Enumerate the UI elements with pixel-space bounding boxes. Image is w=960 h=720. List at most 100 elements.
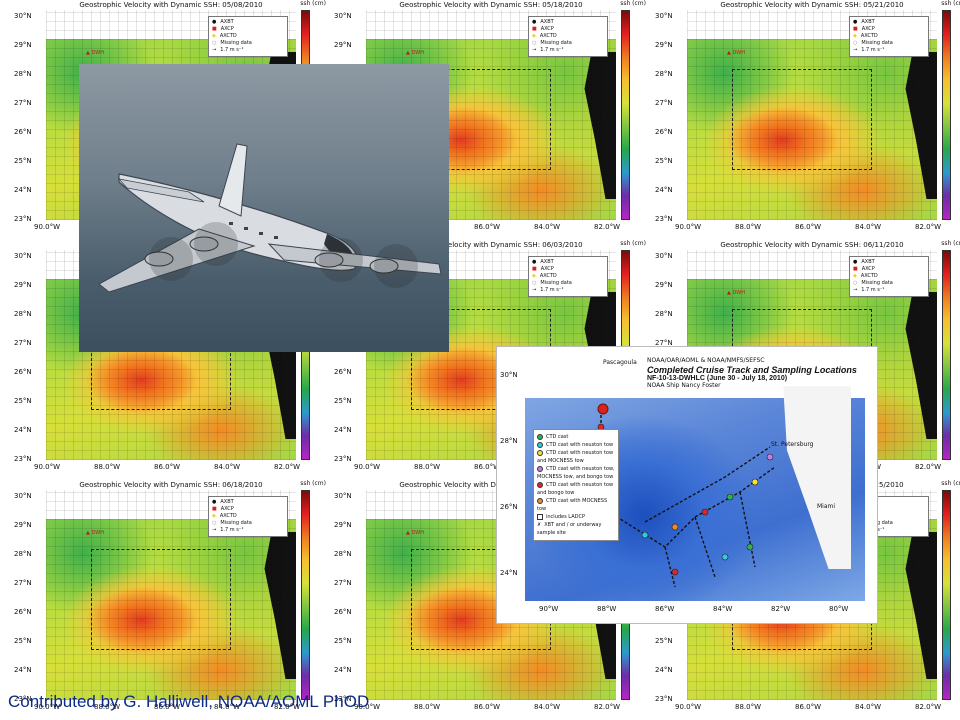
y-tick-label: 30°N	[334, 12, 352, 20]
dwh-site-label: ▲ DWH	[86, 530, 104, 536]
x-tick-label: 82.0°W	[915, 703, 942, 711]
cruise-id: NF-10-13-DWHLC (June 30 - July 18, 2010)	[647, 375, 788, 382]
y-tick-label: 25°N	[14, 397, 32, 405]
legend-entry: ■AXCP	[212, 506, 234, 512]
x-tick-label: 82.0°W	[915, 463, 942, 471]
x-tick-label: 90.0°W	[34, 463, 61, 471]
y-tick-label: 24°N	[655, 186, 673, 194]
cruise-y-tick: 30°N	[500, 371, 518, 379]
y-tick-label: 26°N	[14, 608, 32, 616]
legend-scale: →1.7 m s⁻¹	[212, 527, 244, 533]
x-tick-label: 90.0°W	[354, 703, 381, 711]
x-tick-label: 82.0°W	[274, 463, 301, 471]
florida-land	[905, 532, 937, 679]
colorbar-label: ssh (cm)	[620, 0, 646, 7]
ssh-colorbar	[301, 490, 310, 700]
y-tick-label: 25°N	[334, 397, 352, 405]
y-tick-label: 28°N	[334, 550, 352, 558]
y-tick-label: 24°N	[334, 426, 352, 434]
y-tick-label: 30°N	[655, 252, 673, 260]
y-tick-label: 26°N	[655, 128, 673, 136]
x-tick-label: 88.0°W	[735, 223, 762, 231]
y-tick-label: 30°N	[14, 492, 32, 500]
x-tick-label: 86.0°W	[795, 223, 822, 231]
cruise-legend-entry: CTD cast with neuston tow	[537, 441, 615, 449]
dwh-site-label: ▲ DWH	[727, 50, 745, 56]
x-tick-label: 86.0°W	[474, 463, 501, 471]
legend-entry: ◆AXCTD	[853, 33, 878, 39]
cruise-x-tick: 88°W	[597, 605, 617, 613]
cruise-ship: NOAA Ship Nancy Foster	[647, 382, 721, 389]
cruise-legend-entry: CTD cast with neuston tow and bongo tow	[537, 481, 614, 496]
legend-entry: ●AXBT	[532, 259, 554, 265]
legend-entry: ●AXBT	[853, 19, 875, 25]
p3-aircraft-image	[98, 143, 442, 293]
x-tick-label: 82.0°W	[594, 703, 621, 711]
x-tick-label: 84.0°W	[855, 223, 882, 231]
aircraft-photo	[79, 64, 449, 352]
legend-entry: ◆AXCTD	[212, 513, 237, 519]
legend-entry: ◆AXCTD	[532, 273, 557, 279]
y-tick-label: 24°N	[14, 186, 32, 194]
survey-track	[732, 68, 872, 170]
place-st-petersburg: St. Petersburg	[771, 441, 814, 448]
y-tick-label: 28°N	[14, 550, 32, 558]
cruise-track-map: Pascagoula St. Petersburg Miami NOAA/OAR…	[496, 346, 878, 624]
panel-title: Geostrophic Velocity with Dynamic SSH: 0…	[79, 481, 263, 489]
panel-title: Geostrophic Velocity with Dynamic SSH: 0…	[399, 241, 583, 249]
panel-legend: ●AXBT■AXCP◆AXCTD○Missing data→1.7 m s⁻¹	[528, 16, 608, 57]
ladcp-legend-item: includes LADCP	[537, 513, 615, 521]
legend-entry: ●AXBT	[212, 19, 234, 25]
y-tick-label: 27°N	[334, 579, 352, 587]
y-tick-label: 26°N	[334, 368, 352, 376]
y-tick-label: 28°N	[655, 70, 673, 78]
y-tick-label: 23°N	[334, 455, 352, 463]
x-tick-label: 86.0°W	[474, 703, 501, 711]
y-tick-label: 29°N	[334, 41, 352, 49]
legend-entry: ○Missing data	[212, 40, 252, 46]
ssh-colorbar	[942, 250, 951, 460]
ssh-colorbar	[621, 10, 630, 220]
y-tick-label: 27°N	[14, 339, 32, 347]
y-tick-label: 26°N	[14, 128, 32, 136]
cruise-agency: NOAA/OAR/AOML & NOAA/NMFS/SEFSC	[647, 357, 765, 364]
y-tick-label: 23°N	[655, 215, 673, 223]
legend-entry: ■AXCP	[212, 26, 234, 32]
x-tick-label: 88.0°W	[94, 463, 121, 471]
ssh-colorbar	[942, 490, 951, 700]
y-tick-label: 30°N	[655, 12, 673, 20]
legend-entry: ■AXCP	[853, 26, 875, 32]
cruise-title: Completed Cruise Track and Sampling Loca…	[647, 365, 857, 375]
y-tick-label: 28°N	[14, 70, 32, 78]
y-tick-label: 27°N	[655, 339, 673, 347]
cruise-y-tick: 24°N	[500, 569, 518, 577]
y-tick-label: 29°N	[14, 41, 32, 49]
cruise-legend-entry: CTD cast with neuston tow and MOCNESS to…	[537, 449, 614, 464]
y-tick-label: 29°N	[14, 281, 32, 289]
x-tick-label: 84.0°W	[534, 703, 561, 711]
panel-legend: ●AXBT■AXCP◆AXCTD○Missing data→1.7 m s⁻¹	[208, 16, 288, 57]
x-tick-label: 88.0°W	[735, 703, 762, 711]
legend-entry: ■AXCP	[532, 266, 554, 272]
y-tick-label: 24°N	[334, 666, 352, 674]
legend-entry: ◆AXCTD	[212, 33, 237, 39]
x-tick-label: 90.0°W	[675, 703, 702, 711]
place-pascagoula: Pascagoula	[603, 359, 637, 366]
x-tick-label: 82.0°W	[594, 223, 621, 231]
y-tick-label: 30°N	[334, 492, 352, 500]
y-tick-label: 23°N	[655, 695, 673, 703]
legend-entry: ◆AXCTD	[853, 273, 878, 279]
florida-land	[264, 532, 296, 679]
cruise-legend-items: CTD cast CTD cast with neuston tow CTD cas…	[537, 433, 615, 513]
xbt-legend-item: ✗ XBT and / or underway sample site	[537, 522, 602, 536]
panel-legend: ●AXBT■AXCP◆AXCTD○Missing data→1.7 m s⁻¹	[849, 16, 929, 57]
y-tick-label: 29°N	[334, 521, 352, 529]
legend-entry: ○Missing data	[532, 280, 572, 286]
colorbar-label: ssh (cm)	[941, 480, 960, 487]
y-tick-label: 23°N	[14, 455, 32, 463]
panel-title: Geostrophic Velocity with Dynamic SSH: 0…	[399, 1, 583, 9]
y-tick-label: 28°N	[14, 310, 32, 318]
legend-entry: ■AXCP	[532, 26, 554, 32]
cruise-x-tick: 90°W	[539, 605, 559, 613]
panel-title: Geostrophic Velocity with Dynamic SSH: 0…	[79, 1, 263, 9]
